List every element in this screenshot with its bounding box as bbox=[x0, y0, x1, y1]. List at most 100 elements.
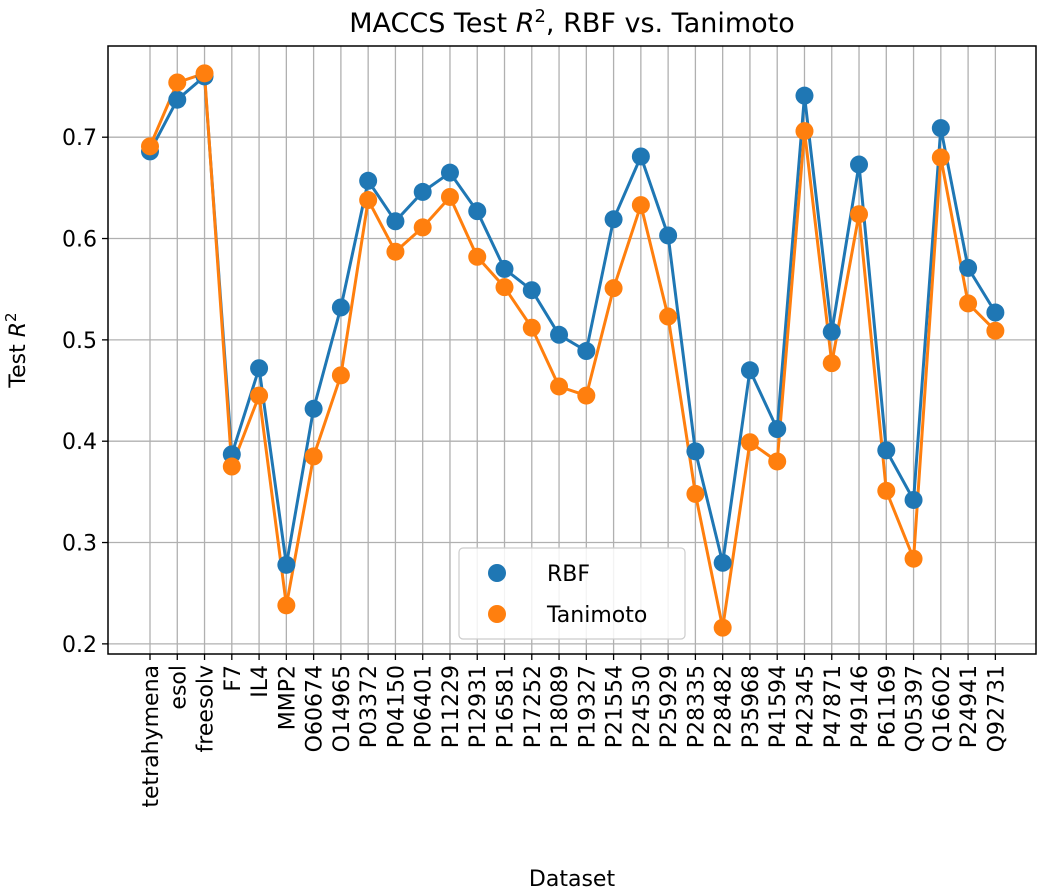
data-point-rbf bbox=[850, 155, 869, 174]
legend-marker-tanimoto bbox=[488, 605, 506, 623]
data-point-rbf bbox=[959, 258, 978, 277]
data-point-tanimoto bbox=[168, 73, 187, 92]
data-point-rbf bbox=[604, 210, 623, 229]
x-tick-label: F7 bbox=[221, 665, 246, 692]
x-axis: tetrahymena esol freesolv F7 IL4 MMP2 O60674 O1… bbox=[139, 654, 1009, 808]
x-tick-label: IL4 bbox=[248, 665, 273, 698]
data-point-rbf bbox=[686, 442, 705, 461]
data-point-rbf bbox=[768, 420, 787, 439]
x-tick-label: Q92731 bbox=[984, 665, 1009, 752]
data-point-tanimoto bbox=[277, 596, 296, 615]
legend-label-tanimoto: Tanimoto bbox=[546, 603, 647, 628]
data-point-rbf bbox=[659, 226, 678, 245]
data-point-rbf bbox=[168, 90, 187, 109]
data-point-rbf bbox=[822, 322, 841, 341]
x-axis-label: Dataset bbox=[529, 867, 616, 892]
x-tick-label: esol bbox=[166, 665, 191, 710]
data-point-rbf bbox=[740, 361, 759, 380]
data-point-tanimoto bbox=[986, 321, 1005, 340]
series-line-tanimoto bbox=[148, 71, 997, 630]
data-point-rbf bbox=[495, 259, 514, 278]
data-point-rbf bbox=[277, 555, 296, 574]
data-point-tanimoto bbox=[359, 191, 378, 210]
x-tick-label: P49146 bbox=[848, 665, 873, 748]
x-tick-label: P06401 bbox=[412, 665, 437, 748]
data-point-tanimoto bbox=[740, 433, 759, 452]
data-point-tanimoto bbox=[604, 279, 623, 298]
x-tick-label: MMP2 bbox=[275, 665, 300, 730]
data-point-rbf bbox=[304, 399, 323, 418]
data-point-tanimoto bbox=[931, 148, 950, 167]
y-tick-label: 0.7 bbox=[62, 126, 97, 151]
x-tick-label: P21554 bbox=[603, 665, 628, 748]
x-tick-label: P28335 bbox=[684, 665, 709, 748]
data-point-rbf bbox=[359, 171, 378, 190]
data-point-rbf bbox=[331, 298, 350, 317]
x-tick-label: P16581 bbox=[494, 665, 519, 748]
data-point-tanimoto bbox=[713, 618, 732, 637]
data-point-tanimoto bbox=[413, 218, 432, 237]
x-tick-label: P12931 bbox=[466, 665, 491, 748]
data-point-rbf bbox=[440, 163, 459, 182]
x-tick-label: Q05397 bbox=[903, 665, 928, 752]
data-point-rbf bbox=[931, 119, 950, 138]
data-point-tanimoto bbox=[850, 205, 869, 224]
y-tick-label: 0.3 bbox=[62, 532, 97, 557]
data-point-rbf bbox=[468, 202, 487, 221]
data-point-tanimoto bbox=[468, 247, 487, 266]
x-tick-label: P19327 bbox=[575, 665, 600, 748]
data-point-rbf bbox=[631, 147, 650, 166]
legend-label-rbf: RBF bbox=[547, 562, 590, 587]
data-point-tanimoto bbox=[522, 318, 541, 337]
data-point-rbf bbox=[795, 86, 814, 105]
x-tick-label: O60674 bbox=[303, 665, 328, 752]
legend: RBF Tanimoto bbox=[458, 547, 686, 640]
x-tick-label: P24941 bbox=[957, 665, 982, 748]
x-tick-label: P03372 bbox=[357, 665, 382, 748]
data-point-rbf bbox=[250, 359, 269, 378]
data-point-tanimoto bbox=[141, 137, 159, 156]
x-tick-label: P25929 bbox=[657, 665, 682, 748]
data-point-tanimoto bbox=[959, 294, 978, 313]
data-point-tanimoto bbox=[195, 64, 214, 83]
data-point-rbf bbox=[386, 212, 405, 231]
data-point-tanimoto bbox=[577, 386, 596, 405]
y-tick-label: 0.5 bbox=[62, 329, 97, 354]
data-point-rbf bbox=[522, 281, 541, 300]
x-tick-label: P35968 bbox=[739, 665, 764, 748]
data-point-tanimoto bbox=[822, 354, 841, 373]
data-point-rbf bbox=[577, 342, 596, 361]
data-point-tanimoto bbox=[331, 366, 350, 385]
data-point-tanimoto bbox=[631, 196, 650, 215]
data-point-tanimoto bbox=[550, 377, 569, 396]
x-tick-label: tetrahymena bbox=[139, 665, 164, 808]
data-point-tanimoto bbox=[686, 484, 705, 503]
x-tick-label: Q16602 bbox=[930, 665, 955, 752]
x-tick-label: P17252 bbox=[521, 665, 546, 748]
legend-box bbox=[458, 547, 686, 640]
chart-title: MACCS Test R2, RBF vs. Tanimoto bbox=[349, 6, 795, 39]
x-tick-label: P04150 bbox=[384, 665, 409, 748]
data-point-tanimoto bbox=[904, 549, 923, 568]
x-tick-label: P18089 bbox=[548, 665, 573, 748]
data-point-rbf bbox=[413, 182, 432, 201]
data-point-tanimoto bbox=[222, 457, 241, 476]
data-point-tanimoto bbox=[440, 187, 459, 206]
x-tick-label: P24530 bbox=[630, 665, 655, 748]
data-point-tanimoto bbox=[250, 386, 269, 405]
legend-marker-rbf bbox=[488, 564, 506, 582]
x-tick-label: P47871 bbox=[821, 665, 846, 748]
data-point-tanimoto bbox=[659, 307, 678, 326]
x-tick-label: P28482 bbox=[712, 665, 737, 748]
series-markers bbox=[141, 64, 1005, 637]
data-point-tanimoto bbox=[768, 452, 787, 471]
y-tick-label: 0.6 bbox=[62, 228, 97, 253]
x-tick-label: freesolv bbox=[194, 665, 219, 752]
y-axis-label: Test R2 bbox=[2, 312, 31, 388]
plot-frame bbox=[107, 45, 1037, 655]
x-tick-label: P41594 bbox=[766, 665, 791, 748]
y-axis: 0.2 0.3 0.4 0.5 0.6 0.7 bbox=[62, 126, 108, 658]
data-point-rbf bbox=[986, 303, 1005, 322]
